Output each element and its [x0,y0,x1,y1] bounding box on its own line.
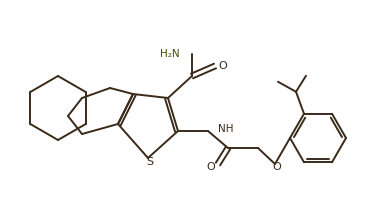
Text: NH: NH [218,124,234,134]
Text: H₂N: H₂N [160,49,180,59]
Text: O: O [218,61,228,71]
Text: O: O [273,162,281,172]
Text: O: O [207,162,215,172]
Text: S: S [146,157,153,167]
